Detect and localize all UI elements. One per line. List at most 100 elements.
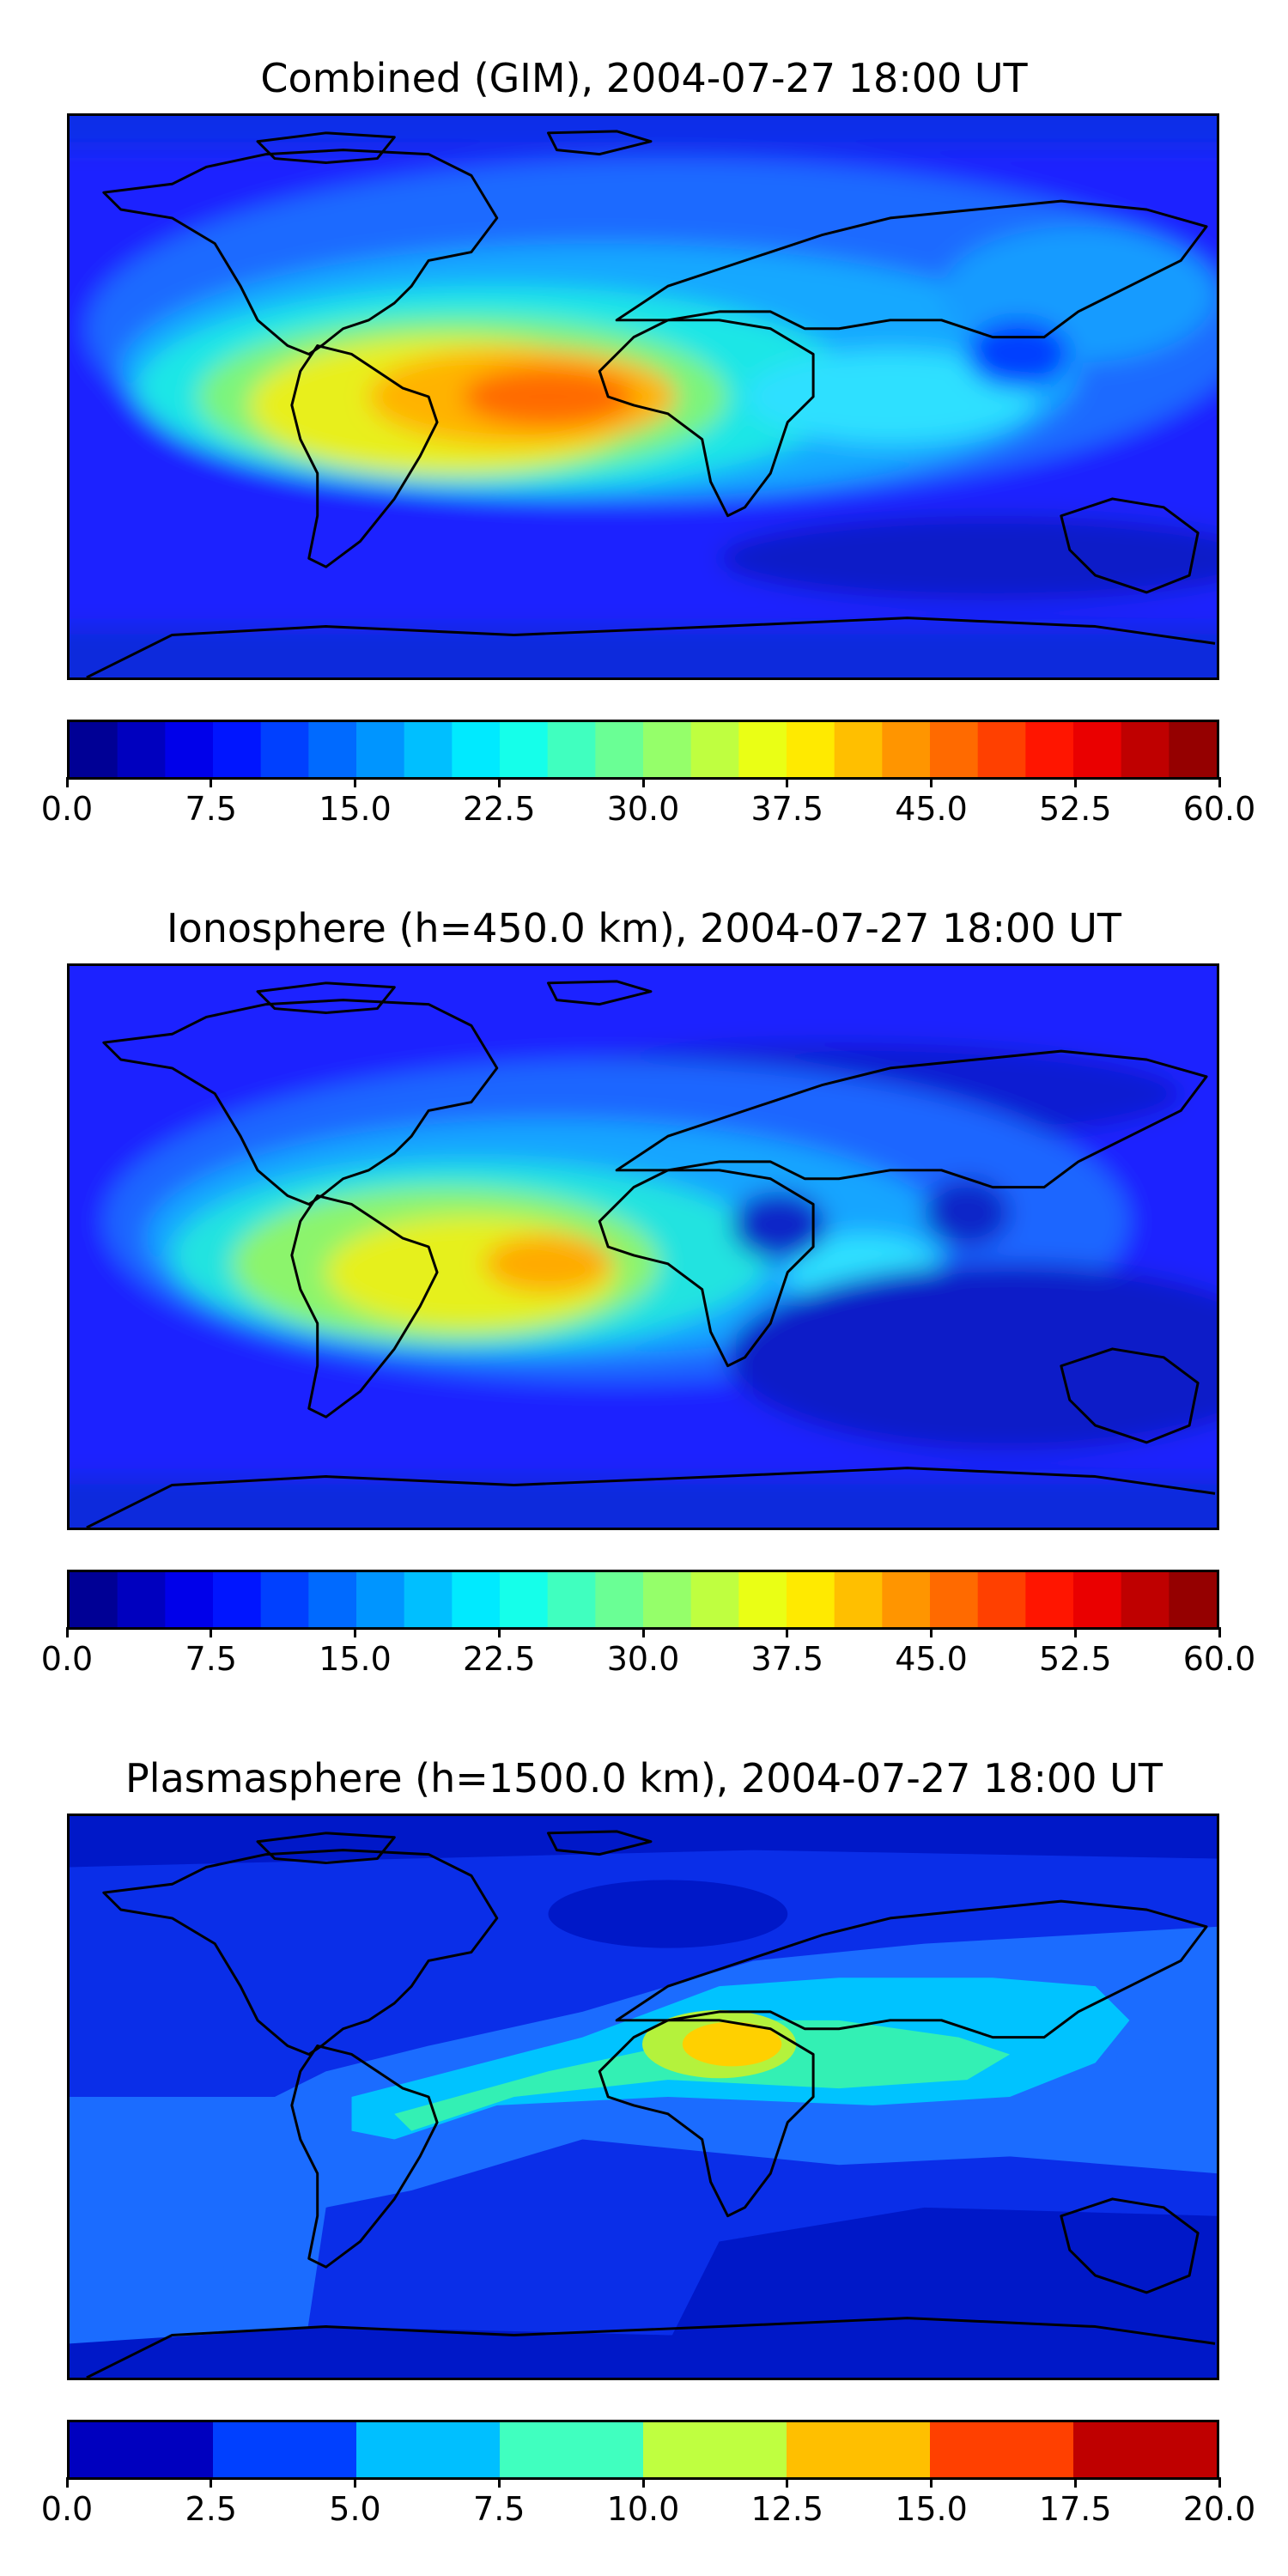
colorbar-level-ionosphere-1 (117, 1572, 166, 1627)
colorbar-level-ionosphere-15 (787, 1572, 835, 1627)
colorbar-tick-ionosphere (65, 1627, 69, 1637)
colorbar-level-ionosphere-12 (643, 1572, 692, 1627)
heatmap-ionosphere (67, 963, 1219, 1530)
colorbar-level-ionosphere-19 (977, 1572, 1026, 1627)
tec-field-combined (70, 116, 1217, 677)
colorbar-tick-ionosphere (497, 1627, 501, 1637)
colorbar-tick-plasmasphere (1073, 2477, 1077, 2488)
colorbar-level-ionosphere-17 (882, 1572, 931, 1627)
colorbar-tick-combined (210, 777, 213, 787)
colorbar-tick-ionosphere (786, 1627, 789, 1637)
colorbar-tick-combined (354, 777, 356, 787)
coastlines (86, 130, 1216, 677)
colorbar-tick-plasmasphere (497, 2477, 501, 2488)
colorbar-level-ionosphere-16 (834, 1572, 883, 1627)
colorbar-tick-ionosphere (930, 1627, 933, 1637)
colorbar-ticks-ionosphere: 0.0 7.5 15.0 22.5 30.0 37.5 45.0 52.5 60.0 (41, 1627, 1255, 1687)
colorbar-level-ionosphere-23 (1169, 1572, 1217, 1627)
map-svg-combined (70, 116, 1217, 677)
colorbar-tick-label-combined: 22.5 (462, 790, 536, 828)
colorbar-tick-label-combined: 37.5 (750, 790, 824, 828)
colorbar-tick-label-ionosphere: 60.0 (1182, 1640, 1256, 1678)
colorbar-level-ionosphere-22 (1121, 1572, 1170, 1627)
colorbar-level-ionosphere-14 (738, 1572, 787, 1627)
colorbar-level-plasmasphere-7 (1073, 2422, 1217, 2477)
colorbar-tick-label-ionosphere: 52.5 (1038, 1640, 1112, 1678)
tec-field-plasmasphere (70, 1816, 1217, 2378)
colorbar-level-plasmasphere-5 (787, 2422, 931, 2477)
colorbar-level-ionosphere-13 (690, 1572, 739, 1627)
coastlines (86, 1830, 1216, 2378)
colorbar-level-combined-1 (117, 722, 166, 777)
colorbar-level-ionosphere-11 (595, 1572, 644, 1627)
colorbar-tick-combined (1073, 777, 1077, 787)
colorbar-level-combined-11 (595, 722, 644, 777)
colorbar-tick-ionosphere (1073, 1627, 1077, 1637)
colorbar-tick-label-plasmasphere: 20.0 (1182, 2490, 1256, 2528)
colorbar-tick-label-ionosphere: 0.0 (40, 1640, 94, 1678)
tec-field-ionosphere (70, 966, 1217, 1528)
colorbar-tick-combined (497, 777, 501, 787)
map-svg-plasmasphere (70, 1816, 1217, 2378)
colorbar-level-combined-2 (165, 722, 214, 777)
colorbar-tick-plasmasphere (354, 2477, 356, 2488)
heatmap-combined (67, 113, 1219, 680)
colorbar-level-combined-6 (356, 722, 405, 777)
colorbar-tick-combined (641, 777, 645, 787)
colorbar-level-combined-23 (1169, 722, 1217, 777)
colorbar-tick-label-ionosphere: 22.5 (462, 1640, 536, 1678)
colorbar-level-combined-0 (70, 722, 118, 777)
colorbar-level-combined-3 (213, 722, 262, 777)
chart-title-plasmasphere: Plasmasphere (h=1500.0 km), 2004-07-27 1… (125, 1755, 1163, 1801)
colorbar-level-ionosphere-7 (404, 1572, 453, 1627)
colorbar-level-combined-10 (547, 722, 596, 777)
colorbar-level-combined-15 (787, 722, 835, 777)
colorbar-level-ionosphere-20 (1025, 1572, 1074, 1627)
colorbar-level-combined-7 (404, 722, 453, 777)
colorbar-tick-label-combined: 15.0 (319, 790, 392, 828)
colorbar-level-combined-4 (260, 722, 309, 777)
colorbar-level-ionosphere-0 (70, 1572, 118, 1627)
colorbar-svg-ionosphere (70, 1572, 1217, 1627)
colorbar-tick-label-ionosphere: 30.0 (606, 1640, 680, 1678)
coastlines (86, 980, 1216, 1528)
colorbar-tick-plasmasphere (65, 2477, 69, 2488)
chart-title-combined: Combined (GIM), 2004-07-27 18:00 UT (260, 55, 1028, 101)
colorbar-tick-label-plasmasphere: 17.5 (1038, 2490, 1112, 2528)
colorbar-level-combined-9 (500, 722, 549, 777)
colorbar-tick-ionosphere (210, 1627, 213, 1637)
colorbar-tick-plasmasphere (641, 2477, 645, 2488)
colorbar-tick-label-ionosphere: 15.0 (319, 1640, 392, 1678)
colorbar-tick-label-combined: 45.0 (895, 790, 968, 828)
colorbar-tick-ionosphere (354, 1627, 356, 1637)
colorbar-level-ionosphere-5 (308, 1572, 357, 1627)
colorbar-level-combined-22 (1121, 722, 1170, 777)
colorbar-level-ionosphere-9 (500, 1572, 549, 1627)
colorbar-level-ionosphere-10 (547, 1572, 596, 1627)
colorbar-tick-combined (930, 777, 933, 787)
colorbar-tick-combined (786, 777, 789, 787)
colorbar-level-combined-21 (1073, 722, 1122, 777)
colorbar-tick-label-ionosphere: 7.5 (185, 1640, 237, 1678)
colorbar-tick-plasmasphere (1218, 2477, 1221, 2488)
colorbar-tick-label-plasmasphere: 5.0 (329, 2490, 381, 2528)
colorbar-level-plasmasphere-3 (500, 2422, 644, 2477)
colorbar-level-combined-16 (834, 722, 883, 777)
colorbar-tick-label-plasmasphere: 15.0 (895, 2490, 968, 2528)
colorbar-level-combined-8 (452, 722, 501, 777)
colorbar-tick-label-plasmasphere: 2.5 (185, 2490, 237, 2528)
colorbar-level-plasmasphere-1 (213, 2422, 357, 2477)
colorbar-tick-combined (1218, 777, 1221, 787)
colorbar-level-combined-17 (882, 722, 931, 777)
colorbar-level-combined-13 (690, 722, 739, 777)
colorbar-level-plasmasphere-6 (930, 2422, 1074, 2477)
colorbar-level-combined-20 (1025, 722, 1074, 777)
colorbar-tick-label-ionosphere: 45.0 (895, 1640, 968, 1678)
colorbar-level-ionosphere-3 (213, 1572, 262, 1627)
colorbar-level-combined-18 (930, 722, 979, 777)
colorbar-tick-label-plasmasphere: 7.5 (473, 2490, 526, 2528)
colorbar-svg-combined (70, 722, 1217, 777)
colorbar-ticks-plasmasphere: 0.0 2.5 5.0 7.5 10.0 12.5 15.0 17.5 20.0 (41, 2477, 1255, 2537)
colorbar-svg-plasmasphere (70, 2422, 1217, 2477)
colorbar-level-combined-12 (643, 722, 692, 777)
